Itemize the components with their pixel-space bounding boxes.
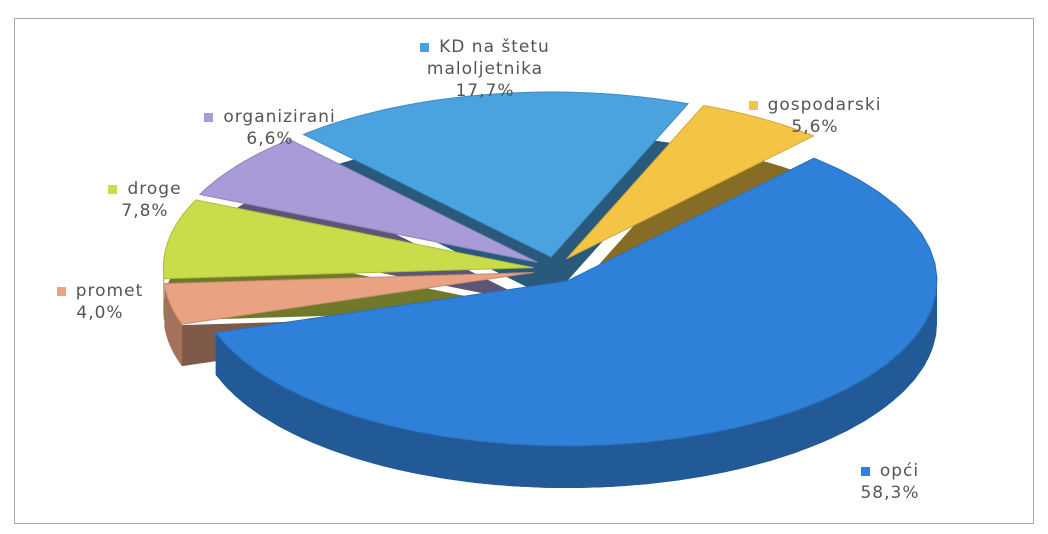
value-label: 17,7% [455,81,515,101]
legend-marker [420,42,430,52]
value-label: 5,6% [791,117,839,137]
legend-marker [748,100,758,110]
data-label: gospodarski 5,6% [735,94,895,138]
legend-marker [860,466,870,476]
legend-marker [56,286,66,296]
slice [198,139,538,263]
category-label: organizirani [223,107,336,127]
category-label: KD na štetu maloljetnika [426,37,550,79]
category-label: opći [879,461,920,481]
data-label: droge 7,8% [85,178,205,222]
slice [214,157,938,447]
data-label: promet 4,0% [30,280,170,324]
slice-side [215,281,938,489]
data-label: organizirani 6,6% [170,106,370,150]
data-label: opći 58,3% [820,460,960,504]
slice-side [164,284,182,367]
value-label: 7,8% [121,201,169,221]
slice [302,91,690,258]
slice [566,104,815,260]
category-label: promet [75,281,144,301]
value-label: 58,3% [860,483,920,503]
slice [163,272,534,325]
data-label: KD na štetu maloljetnika 17,7% [395,36,575,102]
slice-side [163,268,165,321]
legend-marker [204,112,214,122]
slice [162,199,534,280]
value-label: 4,0% [76,303,124,323]
legend-marker [108,184,118,194]
category-label: gospodarski [767,95,882,115]
value-label: 6,6% [246,129,294,149]
chart-frame [14,18,1034,524]
category-label: droge [127,179,182,199]
